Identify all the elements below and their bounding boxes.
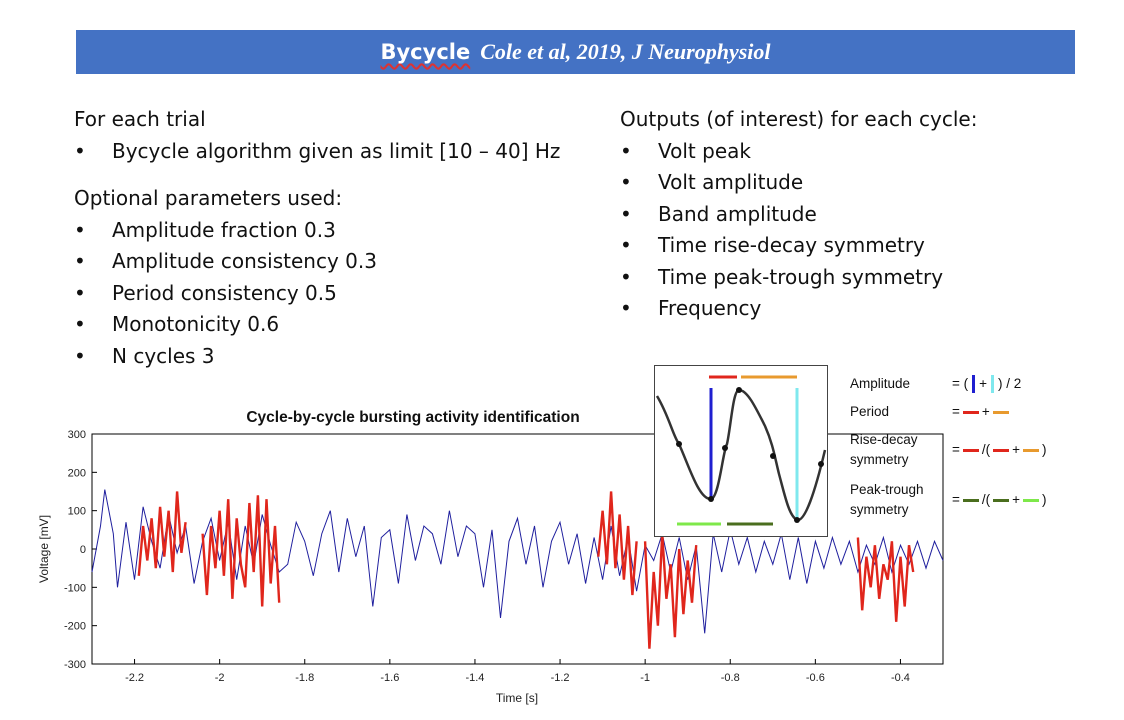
- output-item: Volt amplitude: [620, 167, 1100, 199]
- swatch-blue: [972, 375, 976, 394]
- banner-citation: Cole et al, 2019, J Neurophysiol: [480, 39, 771, 64]
- param-item: Monotonicity 0.6: [74, 309, 614, 341]
- formula-rise-decay: =/(+): [952, 442, 1047, 457]
- y-ticks: 300 200 100 0 -100 -200 -300: [64, 429, 97, 671]
- outputs-title: Outputs (of interest) for each cycle:: [620, 107, 978, 131]
- extremum-point: [770, 453, 776, 459]
- outputs-list: Volt peak Volt amplitude Band amplitude …: [620, 136, 1100, 325]
- y-tick-label: 100: [68, 506, 86, 518]
- left-column: For each trial Bycycle algorithm given a…: [74, 104, 614, 372]
- right-column: Outputs (of interest) for each cycle: Vo…: [620, 104, 1100, 325]
- x-tick-label: -0.6: [806, 672, 825, 684]
- section1-list: Bycycle algorithm given as limit [10 – 4…: [74, 136, 614, 168]
- param-item: Amplitude fraction 0.3: [74, 215, 614, 247]
- burst-segment: [137, 491, 187, 576]
- burst-segment: [201, 495, 281, 607]
- section2-title: Optional parameters used:: [74, 186, 343, 210]
- swatch-darkgreen: [993, 498, 1010, 502]
- swatch-cyan: [991, 375, 995, 394]
- output-item: Band amplitude: [620, 199, 1100, 231]
- output-item: Time rise-decay symmetry: [620, 230, 1100, 262]
- swatch-red: [993, 448, 1010, 452]
- extremum-point: [818, 461, 824, 467]
- formula-period: = +: [952, 402, 1012, 422]
- y-tick-label: -100: [64, 582, 86, 594]
- x-tick-label: -2: [215, 672, 225, 684]
- extremum-point: [676, 441, 682, 447]
- x-tick-label: -1.2: [551, 672, 570, 684]
- cycle-waveform: [655, 388, 827, 522]
- extremum-point: [736, 387, 742, 393]
- x-tick-label: -0.4: [891, 672, 910, 684]
- extremum-point: [794, 517, 800, 523]
- burst-segment: [856, 537, 915, 622]
- burst-segment: [643, 533, 698, 649]
- section2-list: Amplitude fraction 0.3 Amplitude consist…: [74, 215, 614, 373]
- formula-amplitude: = (+) / 2: [952, 374, 1021, 394]
- burst-segment: [597, 491, 638, 596]
- x-tick-label: -0.8: [721, 672, 740, 684]
- signal-lines: [91, 489, 944, 649]
- x-tick-label: -2.2: [125, 672, 144, 684]
- y-tick-label: 0: [80, 544, 86, 556]
- param-item: Amplitude consistency 0.3: [74, 246, 614, 278]
- output-item: Frequency: [620, 293, 1100, 325]
- y-tick-label: -300: [64, 659, 86, 671]
- feature-legend: Amplitude = (+) / 2 Period = + Rise-decay…: [850, 374, 1047, 517]
- y-tick-label: 300: [68, 429, 86, 441]
- y-tick-label: -200: [64, 621, 86, 633]
- chart-title: Cycle-by-cycle bursting activity identif…: [246, 409, 579, 426]
- section1-title: For each trial: [74, 107, 206, 131]
- extremum-point: [708, 496, 714, 502]
- y-tick-label: 200: [68, 467, 86, 479]
- x-axis-label: Time [s]: [496, 691, 538, 705]
- title-banner: Bycycle Cole et al, 2019, J Neurophysiol: [76, 30, 1075, 74]
- x-ticks: -2.2 -2 -1.8 -1.6 -1.4 -1.2 -1 -0.8 -0.6 -0.4: [125, 659, 910, 684]
- x-tick-label: -1.6: [380, 672, 399, 684]
- swatch-red: [962, 448, 979, 452]
- extremum-point: [722, 445, 728, 451]
- x-tick-label: -1.8: [295, 672, 314, 684]
- x-tick-label: -1.4: [465, 672, 484, 684]
- swatch-orange: [1023, 448, 1040, 452]
- param-item: N cycles 3: [74, 341, 614, 373]
- cycle-diagram: [654, 365, 828, 537]
- formula-peak-trough: =/(+): [952, 492, 1047, 507]
- y-axis-label: Voltage [mV]: [37, 515, 51, 583]
- swatch-orange: [992, 410, 1009, 414]
- x-tick-label: -1: [640, 672, 650, 684]
- output-item: Volt peak: [620, 136, 1100, 168]
- section1-item: Bycycle algorithm given as limit [10 – 4…: [74, 136, 614, 168]
- swatch-red: [962, 410, 979, 414]
- banner-title: Bycycle: [380, 40, 471, 64]
- swatch-darkgreen: [962, 498, 979, 502]
- output-item: Time peak-trough symmetry: [620, 262, 1100, 294]
- param-item: Period consistency 0.5: [74, 278, 614, 310]
- swatch-lightgreen: [1023, 498, 1040, 502]
